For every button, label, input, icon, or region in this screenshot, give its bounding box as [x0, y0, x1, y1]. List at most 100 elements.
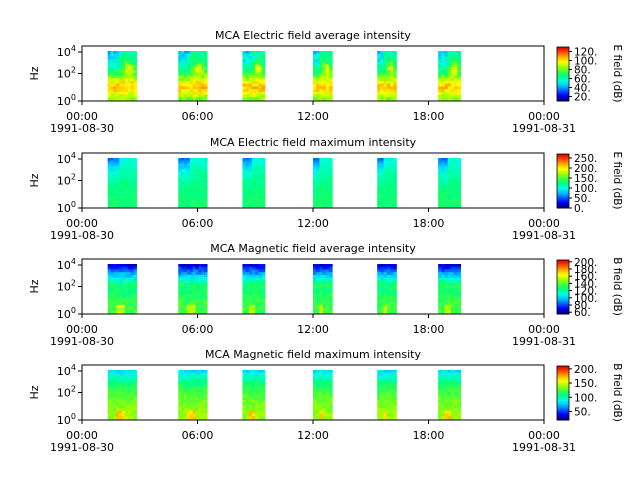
- spectrogram-cell: [116, 166, 120, 170]
- spectrogram-cell: [242, 78, 247, 82]
- spectrogram-cell: [457, 370, 461, 374]
- spectrogram-cell: [322, 288, 327, 292]
- spectrogram-cell: [447, 78, 452, 82]
- spectrogram-cell: [386, 408, 391, 412]
- colorbar-swatch: [557, 307, 569, 310]
- spectrogram-cell: [313, 166, 317, 170]
- spectrogram-cell: [113, 410, 117, 414]
- spectrogram-cell: [124, 274, 129, 279]
- spectrogram-cell: [248, 61, 253, 66]
- spectrogram-cell: [261, 78, 266, 82]
- spectrogram-cell: [441, 171, 445, 175]
- spectrogram-cell: [258, 182, 263, 186]
- spectrogram-cell: [245, 91, 250, 95]
- spectrogram-cell: [377, 72, 381, 76]
- spectrogram-cell: [322, 198, 327, 202]
- spectrogram-cell: [255, 89, 259, 93]
- spectrogram-cell: [184, 408, 188, 412]
- spectrogram-cell: [195, 53, 199, 57]
- spectrogram-cell: [380, 166, 384, 170]
- spectrogram-cell: [258, 187, 263, 192]
- spectrogram-cell: [313, 413, 317, 417]
- spectrogram-cell: [186, 280, 191, 284]
- spectrogram-cell: [319, 310, 324, 314]
- spectrogram-cell: [242, 61, 247, 66]
- spectrogram-cell: [189, 196, 194, 200]
- spectrogram-cell: [261, 158, 266, 162]
- spectrogram-cell: [457, 274, 461, 279]
- spectrogram-cell: [201, 91, 205, 95]
- spectrogram-cell: [252, 375, 256, 379]
- spectrogram-cell: [181, 201, 185, 205]
- spectrogram-cell: [248, 402, 253, 406]
- spectrogram-cell: [204, 410, 208, 414]
- spectrogram-cell: [122, 391, 126, 395]
- spectrogram-cell: [127, 296, 132, 300]
- spectrogram-cell: [198, 89, 202, 93]
- spectrogram-cell: [119, 166, 123, 170]
- spectrogram-cell: [113, 94, 117, 98]
- spectrogram-cell: [450, 413, 455, 417]
- spectrogram-cell: [186, 397, 191, 401]
- spectrogram-cell: [454, 61, 458, 66]
- spectrogram-cell: [245, 302, 250, 306]
- spectrogram-cell: [195, 410, 199, 414]
- spectrogram-cell: [127, 166, 132, 170]
- spectrogram-cell: [184, 370, 188, 374]
- spectrogram-cell: [258, 91, 263, 95]
- spectrogram-cell: [444, 91, 449, 95]
- spectrogram-cell: [201, 410, 205, 414]
- spectrogram-cell: [113, 380, 117, 385]
- colorbar-tick-label: 250.: [574, 153, 597, 165]
- spectrogram-cell: [377, 386, 381, 390]
- spectrogram-cell: [454, 288, 458, 292]
- spectrogram-cell: [195, 394, 199, 398]
- spectrogram-cell: [122, 160, 126, 164]
- spectrogram-cell: [313, 391, 317, 395]
- spectrogram-cell: [390, 307, 394, 311]
- spectrogram-cell: [441, 59, 445, 63]
- spectrogram-cell: [130, 185, 135, 189]
- spectrogram-cell: [438, 97, 442, 101]
- spectrogram-cell: [178, 56, 182, 60]
- spectrogram-cell: [386, 160, 391, 164]
- spectrogram-cell: [329, 67, 333, 71]
- spectrogram-cell: [450, 389, 455, 393]
- spectrogram-cell: [178, 196, 182, 200]
- spectrogram-cell: [113, 185, 117, 189]
- spectrogram-cell: [255, 158, 259, 162]
- spectrogram-cell: [195, 402, 199, 406]
- spectrogram-cell: [393, 280, 397, 284]
- spectrogram-cell: [325, 416, 330, 420]
- colorbar-swatch: [557, 64, 569, 67]
- spectrogram-cell: [319, 61, 324, 66]
- spectrogram-cell: [444, 83, 449, 87]
- spectrogram-cell: [325, 83, 330, 87]
- spectrogram-cell: [127, 402, 132, 406]
- spectrogram-cell: [258, 190, 263, 194]
- spectrogram-cell: [178, 370, 182, 374]
- spectrogram-cell: [313, 196, 317, 200]
- spectrogram-cell: [383, 51, 388, 55]
- spectrogram-cell: [186, 293, 191, 298]
- spectrogram-cell: [201, 78, 205, 82]
- spectrogram-cell: [454, 269, 458, 273]
- spectrogram-cell: [178, 307, 182, 311]
- spectrogram-cell: [110, 383, 114, 387]
- spectrogram-cell: [380, 56, 384, 60]
- spectrogram-cell: [242, 302, 247, 306]
- spectrogram-cell: [252, 198, 256, 202]
- spectrogram-cell: [261, 291, 266, 295]
- spectrogram-cell: [122, 410, 126, 414]
- spectrogram-cell: [450, 375, 455, 379]
- spectrogram-cell: [438, 397, 442, 401]
- spectrogram-cell: [316, 264, 320, 268]
- spectrogram-cell: [393, 160, 397, 164]
- spectrogram-cell: [386, 405, 391, 409]
- spectrogram-cell: [319, 64, 324, 68]
- spectrogram-cell: [447, 272, 452, 276]
- spectrogram-cell: [383, 264, 388, 268]
- spectrogram-cell: [122, 163, 126, 167]
- spectrogram-cell: [248, 182, 253, 186]
